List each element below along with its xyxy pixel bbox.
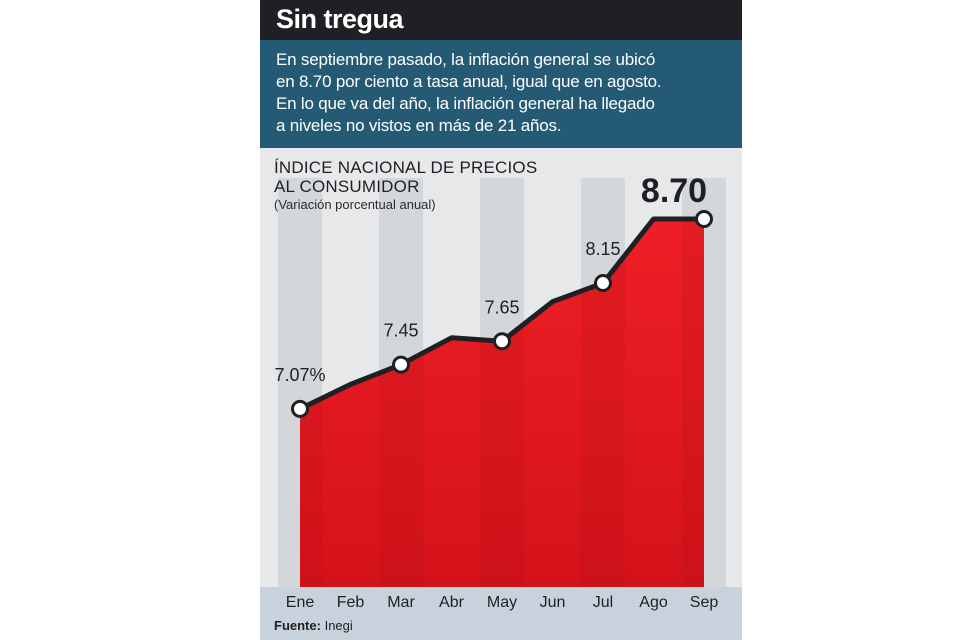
data-label: 8.70 [641,172,707,210]
data-label: 8.15 [585,239,620,259]
x-tick-label: Jun [540,594,566,611]
x-axis-bar [260,587,742,614]
x-tick-label: Mar [387,594,415,611]
data-point-marker [493,332,511,351]
x-tick-label: Feb [337,594,365,611]
infographic-card: Sin tregua En septiembre pasado, la infl… [260,0,742,640]
data-point-marker [291,399,309,418]
x-tick-label: Ene [286,594,315,611]
chart-subtitle: (Variación porcentual anual) [274,197,436,212]
x-tick-label: Sep [690,594,719,611]
infographic-title: Sin tregua [276,4,404,34]
source-value: Inegi [324,618,353,633]
intro-panel: En septiembre pasado, la inflación gener… [260,40,742,148]
source-note: Fuente: Inegi [274,618,353,633]
data-point-marker [392,355,410,374]
data-label: 7.07% [274,365,325,385]
source-label: Fuente: [274,618,321,633]
intro-line: a niveles no vistos en más de 21 años. [276,116,562,135]
intro-line: En lo que va del año, la inflación gener… [276,94,655,113]
x-tick-label: Ago [639,594,668,611]
chart-title-line: ÍNDICE NACIONAL DE PRECIOS [274,158,538,177]
chart-title-line: AL CONSUMIDOR [274,177,420,196]
chart-title: ÍNDICE NACIONAL DE PRECIOS AL CONSUMIDOR [274,158,537,196]
data-label: 7.65 [484,297,519,317]
data-label: 7.45 [383,321,418,341]
title-bar [260,0,742,40]
inflation-chart: 7.07% 7.45 7.65 8.15 8.70 Ene Feb Mar Abr May Jun… [260,172,742,614]
data-point-marker [695,210,713,228]
intro-line: en 8.70 por ciento a tasa anual, igual q… [276,72,662,91]
area-fill [300,219,704,587]
source-bar [260,614,742,640]
area-stripe [682,219,704,587]
data-point-marker [594,274,612,293]
x-tick-label: Abr [439,594,465,611]
intro-line: En septiembre pasado, la inflación gener… [276,50,656,69]
x-tick-label: May [487,594,517,611]
x-tick-label: Jul [593,594,613,611]
